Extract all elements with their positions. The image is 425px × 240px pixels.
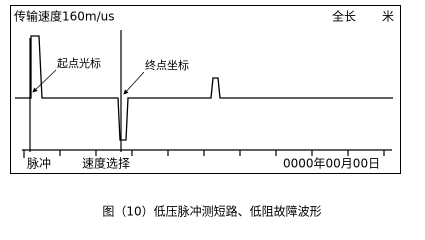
date-label: 0000年00月00日	[283, 157, 380, 171]
scale-ticks	[23, 150, 385, 158]
screen-frame	[10, 5, 401, 174]
start-cursor-label: 起点光标	[57, 56, 101, 70]
speed-label: 传输速度160m/us	[14, 9, 115, 24]
speed-select-label: 速度选择	[82, 156, 130, 171]
caption: 图（10）低压脉冲测短路、低阻故障波形	[102, 204, 321, 219]
end-cursor-label: 终点坐标	[145, 58, 189, 72]
figure: 传输速度160m/us 全长 米 起点光标 终点坐标 脉冲 速度选择 0000年…	[10, 5, 401, 219]
mode-label: 脉冲	[27, 156, 51, 171]
length-label: 全长	[332, 9, 356, 24]
unit-label: 米	[382, 10, 394, 24]
start-arrow	[32, 69, 57, 93]
end-arrow	[123, 71, 145, 95]
waveform	[15, 35, 393, 141]
